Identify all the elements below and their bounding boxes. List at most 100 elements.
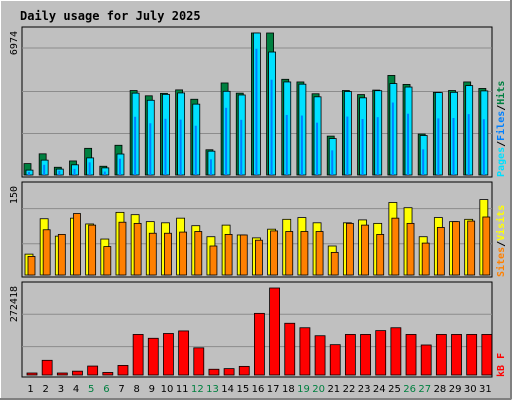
bar-files-31 [482, 119, 485, 175]
bar-files-2 [43, 164, 46, 175]
bar-sites-1 [27, 256, 36, 276]
bar-kb-f-4 [72, 370, 83, 376]
bar-sites-27 [421, 242, 430, 276]
bar-files-27 [422, 149, 425, 175]
bar-sites-11 [179, 231, 188, 276]
bar-files-7 [118, 158, 121, 175]
bar-kb-f-30 [466, 334, 478, 376]
bar-files-13 [209, 159, 212, 175]
legend-entry-f: F [496, 353, 507, 365]
bar-files-1 [28, 171, 30, 175]
bar-files-15 [240, 119, 243, 175]
x-tick-label-day-1: 1 [27, 384, 33, 395]
x-tick-label-day-5: 5 [88, 384, 94, 395]
bar-kb-f-29 [451, 334, 462, 376]
bar-sites-21 [330, 251, 339, 276]
bar-files-12 [194, 125, 197, 175]
legend-entry-visits: Visits [495, 205, 507, 241]
x-tick-label-day-22: 22 [343, 384, 356, 395]
bar-kb-f-25 [390, 327, 402, 376]
chart-title: Daily usage for July 2025 [20, 9, 201, 23]
x-tick-label-day-16: 16 [252, 384, 265, 395]
legend-kbytes: kB F [496, 353, 507, 377]
bar-sites-5 [88, 224, 97, 276]
bar-files-28 [437, 118, 440, 175]
x-tick-label-day-9: 9 [149, 384, 155, 395]
legend-entry-pages: Pages [496, 147, 507, 177]
x-tick-label-day-27: 27 [418, 384, 431, 395]
bar-kb-f-11 [178, 330, 190, 376]
x-tick-label-day-4: 4 [73, 384, 79, 395]
bar-kb-f-5 [87, 365, 99, 376]
bar-sites-30 [467, 220, 476, 276]
bar-sites-26 [406, 222, 415, 276]
bar-files-6 [103, 171, 106, 175]
bar-sites-10 [164, 232, 172, 276]
bar-files-10 [164, 118, 167, 175]
bar-files-26 [407, 113, 410, 175]
bar-sites-18 [285, 231, 294, 276]
legend-entry-sep: / [496, 241, 507, 247]
bar-sites-28 [436, 227, 445, 276]
bar-sites-4 [73, 213, 81, 276]
x-tick-label-day-14: 14 [221, 384, 234, 395]
bar-kb-f-26 [405, 334, 417, 376]
x-tick-label-day-7: 7 [118, 384, 124, 395]
bar-files-9 [149, 123, 152, 175]
x-tick-label-day-20: 20 [312, 384, 325, 395]
bar-kb-f-8 [132, 334, 144, 376]
legend-entry-files: Files [495, 111, 507, 141]
bar-files-30 [467, 114, 470, 175]
legend-hits-files-pages: Pages/Files/Hits [495, 81, 507, 177]
bar-files-17 [270, 79, 273, 175]
x-tick-label-day-25: 25 [388, 384, 401, 395]
bar-kb-f-2 [41, 359, 53, 376]
bar-sites-24 [376, 233, 385, 276]
bar-sites-13 [209, 245, 218, 276]
x-tick-label-day-19: 19 [297, 384, 310, 395]
bar-kb-f-10 [163, 333, 174, 376]
legend-entry-kb: kB [496, 365, 507, 377]
bar-sites-25 [391, 217, 400, 276]
bar-sites-12 [194, 231, 203, 276]
x-tick-label-day-31: 31 [479, 384, 492, 395]
bar-files-19 [300, 115, 303, 175]
legend-entry-hits: Hits [495, 81, 507, 105]
bar-files-8 [134, 116, 137, 175]
bar-kb-f-13 [208, 368, 220, 376]
x-tick-label-day-2: 2 [43, 384, 49, 395]
bar-sites-29 [452, 221, 460, 276]
bar-sites-8 [133, 222, 142, 276]
bar-sites-14 [224, 233, 233, 276]
bar-sites-19 [300, 231, 309, 276]
x-tick-label-day-13: 13 [206, 384, 219, 395]
x-tick-label-day-10: 10 [161, 384, 174, 395]
bar-kb-f-17 [269, 287, 280, 376]
bar-sites-9 [148, 232, 157, 276]
x-tick-label-day-28: 28 [434, 384, 447, 395]
x-tick-label-day-18: 18 [282, 384, 295, 395]
bar-kb-f-22 [344, 334, 356, 376]
legend-entry-sep: / [496, 141, 507, 147]
bar-kb-f-16 [254, 312, 265, 376]
bar-kb-f-9 [147, 337, 159, 376]
x-tick-label-day-11: 11 [176, 384, 189, 395]
bar-sites-7 [118, 221, 127, 276]
bar-kb-f-3 [56, 372, 68, 376]
y-max-label-hits-files-pages: 6974 [9, 31, 20, 55]
bar-kb-f-1 [26, 372, 38, 376]
bar-files-3 [58, 170, 61, 175]
bar-sites-6 [103, 246, 112, 276]
bar-sites-31 [482, 216, 491, 276]
bar-files-22 [346, 116, 349, 175]
legend-visits-sites: Sites/Visits [495, 205, 507, 277]
bar-kb-f-20 [314, 335, 326, 376]
bar-sites-17 [270, 230, 278, 276]
x-tick-label-day-15: 15 [236, 384, 249, 395]
bar-files-16 [255, 48, 258, 176]
x-tick-label-day-30: 30 [464, 384, 477, 395]
x-tick-label-day-21: 21 [327, 384, 340, 395]
bar-files-29 [452, 117, 455, 175]
bar-files-5 [88, 162, 91, 175]
